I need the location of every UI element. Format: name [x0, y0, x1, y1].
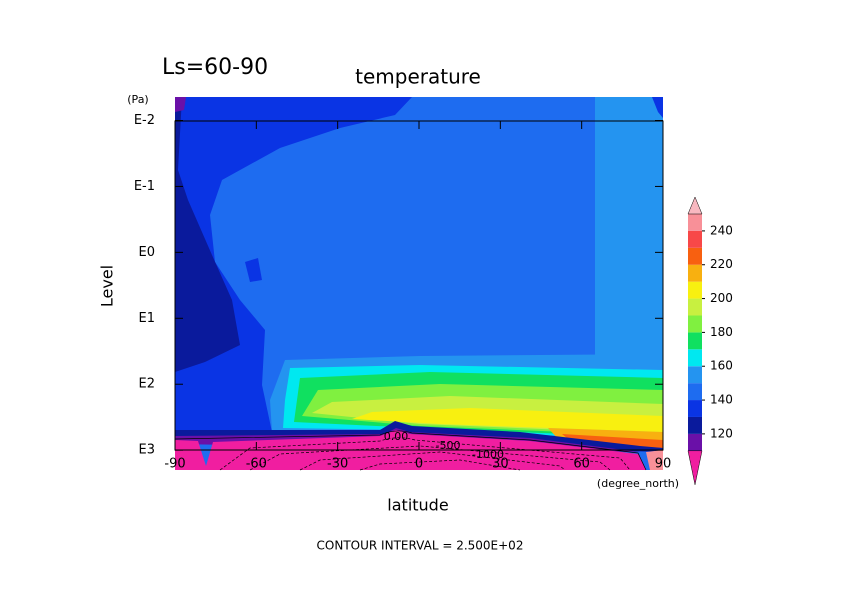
- x-axis-label: latitude: [387, 496, 448, 515]
- contour-label: 0.00: [384, 430, 409, 443]
- x-tick-label: 60: [573, 457, 590, 472]
- x-tick-label: 0: [415, 457, 423, 472]
- colorbar-tick-label: 160: [710, 359, 733, 373]
- y-tick-label: E1: [139, 311, 156, 326]
- x-tick-label: -30: [327, 457, 348, 472]
- colorbar-tick-label: 220: [710, 257, 733, 271]
- contour-line: [359, 459, 521, 471]
- colorbar-tick-label: 240: [710, 223, 733, 237]
- contour-fills: [175, 97, 663, 470]
- x-tick-label: -60: [246, 457, 267, 472]
- x-tick-label: -90: [164, 457, 185, 472]
- contour-fill: [595, 97, 663, 360]
- chart-title: temperature: [355, 65, 481, 89]
- contour-line: [174, 430, 647, 471]
- y-tick-label: E-1: [134, 179, 155, 194]
- colorbar-segment: [688, 247, 702, 265]
- footnote: CONTOUR INTERVAL = 2.500E+02: [317, 539, 524, 553]
- colorbar-tick-label: 140: [710, 393, 733, 407]
- contour-fill: [352, 408, 663, 432]
- colorbar-segment: [688, 349, 702, 367]
- contour-fill: [245, 258, 262, 282]
- contour-line: [299, 451, 566, 471]
- colorbar-segment: [688, 264, 702, 282]
- contour-label: -500: [436, 439, 461, 452]
- contour-fill: [175, 97, 240, 372]
- colorbar-segment: [688, 315, 702, 333]
- contour-line: [219, 437, 631, 471]
- colorbar-segment: [688, 416, 702, 434]
- y-tick-label: E0: [139, 245, 156, 260]
- y-tick-label: E-2: [134, 113, 155, 128]
- x-tick-label: 90: [655, 457, 672, 472]
- colorbar-segment: [688, 332, 702, 350]
- colorbar-tick-label: 120: [710, 426, 733, 440]
- y-tick-label: E2: [139, 377, 156, 392]
- contour-fill: [175, 97, 412, 432]
- contour-fill: [646, 450, 663, 470]
- contour-lines: [174, 430, 647, 471]
- y-tick-label: E3: [139, 443, 156, 458]
- x-unit: (degree_north): [597, 477, 679, 490]
- colorbar-segment: [688, 298, 702, 316]
- subtitle: Ls=60-90: [162, 55, 268, 80]
- contour-label: -1000: [472, 448, 504, 461]
- colorbar-segment: [688, 214, 702, 231]
- y-axis-label: Level: [98, 265, 117, 307]
- contour-line: [249, 445, 611, 471]
- colorbar-segment: [688, 433, 702, 451]
- colorbar-tick-label: 200: [710, 291, 733, 305]
- colorbar-segment: [688, 383, 702, 401]
- colorbar-over: [687, 196, 703, 215]
- colorbar-segment: [688, 400, 702, 417]
- colorbar-segment: [688, 230, 702, 248]
- contour-fill: [562, 434, 663, 448]
- colorbar-segment: [688, 281, 702, 299]
- colorbar-tick-label: 180: [710, 325, 733, 339]
- colorbar-segment: [688, 366, 702, 384]
- colorbar-under: [687, 450, 703, 485]
- contour-fill: [175, 97, 186, 112]
- x-tick-label: 30: [492, 457, 509, 472]
- y-unit: (Pa): [127, 93, 148, 106]
- contour-fill: [652, 97, 663, 118]
